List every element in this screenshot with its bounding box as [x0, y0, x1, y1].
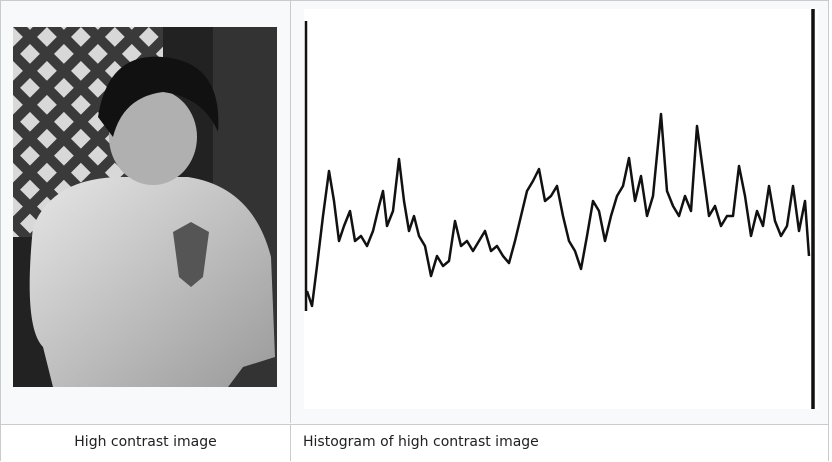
histogram-line — [305, 112, 811, 308]
coat — [29, 177, 275, 387]
photo — [13, 27, 277, 387]
hair — [98, 56, 219, 137]
caption: High contrast image — [1, 424, 291, 461]
histogram-cell — [291, 1, 828, 423]
image-cell — [1, 1, 291, 423]
face — [109, 89, 197, 185]
emblem — [173, 222, 209, 287]
caption: Histogram of high contrast image — [291, 424, 828, 461]
histogram-image — [304, 9, 818, 409]
